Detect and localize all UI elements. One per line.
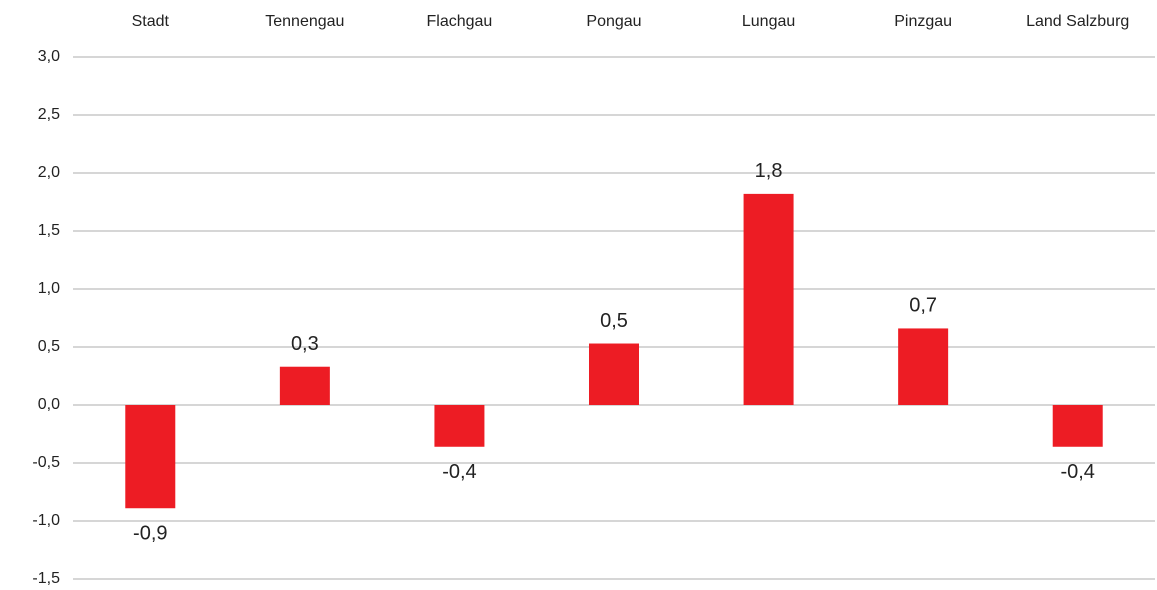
category-label: Tennengau	[265, 13, 344, 30]
y-tick-label: -0,5	[32, 454, 60, 471]
category-label: Flachgau	[427, 13, 493, 30]
bar	[743, 193, 794, 405]
bar	[589, 343, 639, 405]
bar	[125, 405, 176, 509]
y-tick-label: 3,0	[38, 48, 60, 65]
value-label: -0,9	[133, 523, 167, 545]
bar	[279, 366, 330, 405]
category-label: Lungau	[742, 13, 795, 30]
value-label: -0,4	[442, 461, 476, 483]
y-tick-label: -1,5	[32, 570, 60, 587]
category-label: Pongau	[586, 13, 641, 30]
value-label: -0,4	[1060, 461, 1094, 483]
y-tick-label: 0,5	[38, 338, 60, 355]
category-label: Pinzgau	[894, 13, 952, 30]
y-tick-label: 2,0	[38, 164, 60, 181]
value-label: 0,3	[291, 333, 319, 355]
value-label: 0,5	[600, 310, 628, 332]
value-label: 0,7	[909, 295, 937, 317]
y-tick-label: -1,0	[32, 512, 60, 529]
y-tick-label: 1,5	[38, 222, 60, 239]
y-tick-label: 2,5	[38, 106, 60, 123]
value-label: 1,8	[755, 160, 783, 182]
category-label: Stadt	[132, 13, 170, 30]
category-label: Land Salzburg	[1026, 13, 1129, 30]
y-tick-label: 1,0	[38, 280, 60, 297]
bar	[434, 405, 485, 447]
bar	[898, 328, 949, 405]
bar	[1052, 405, 1103, 447]
y-tick-label: 0,0	[38, 396, 60, 413]
